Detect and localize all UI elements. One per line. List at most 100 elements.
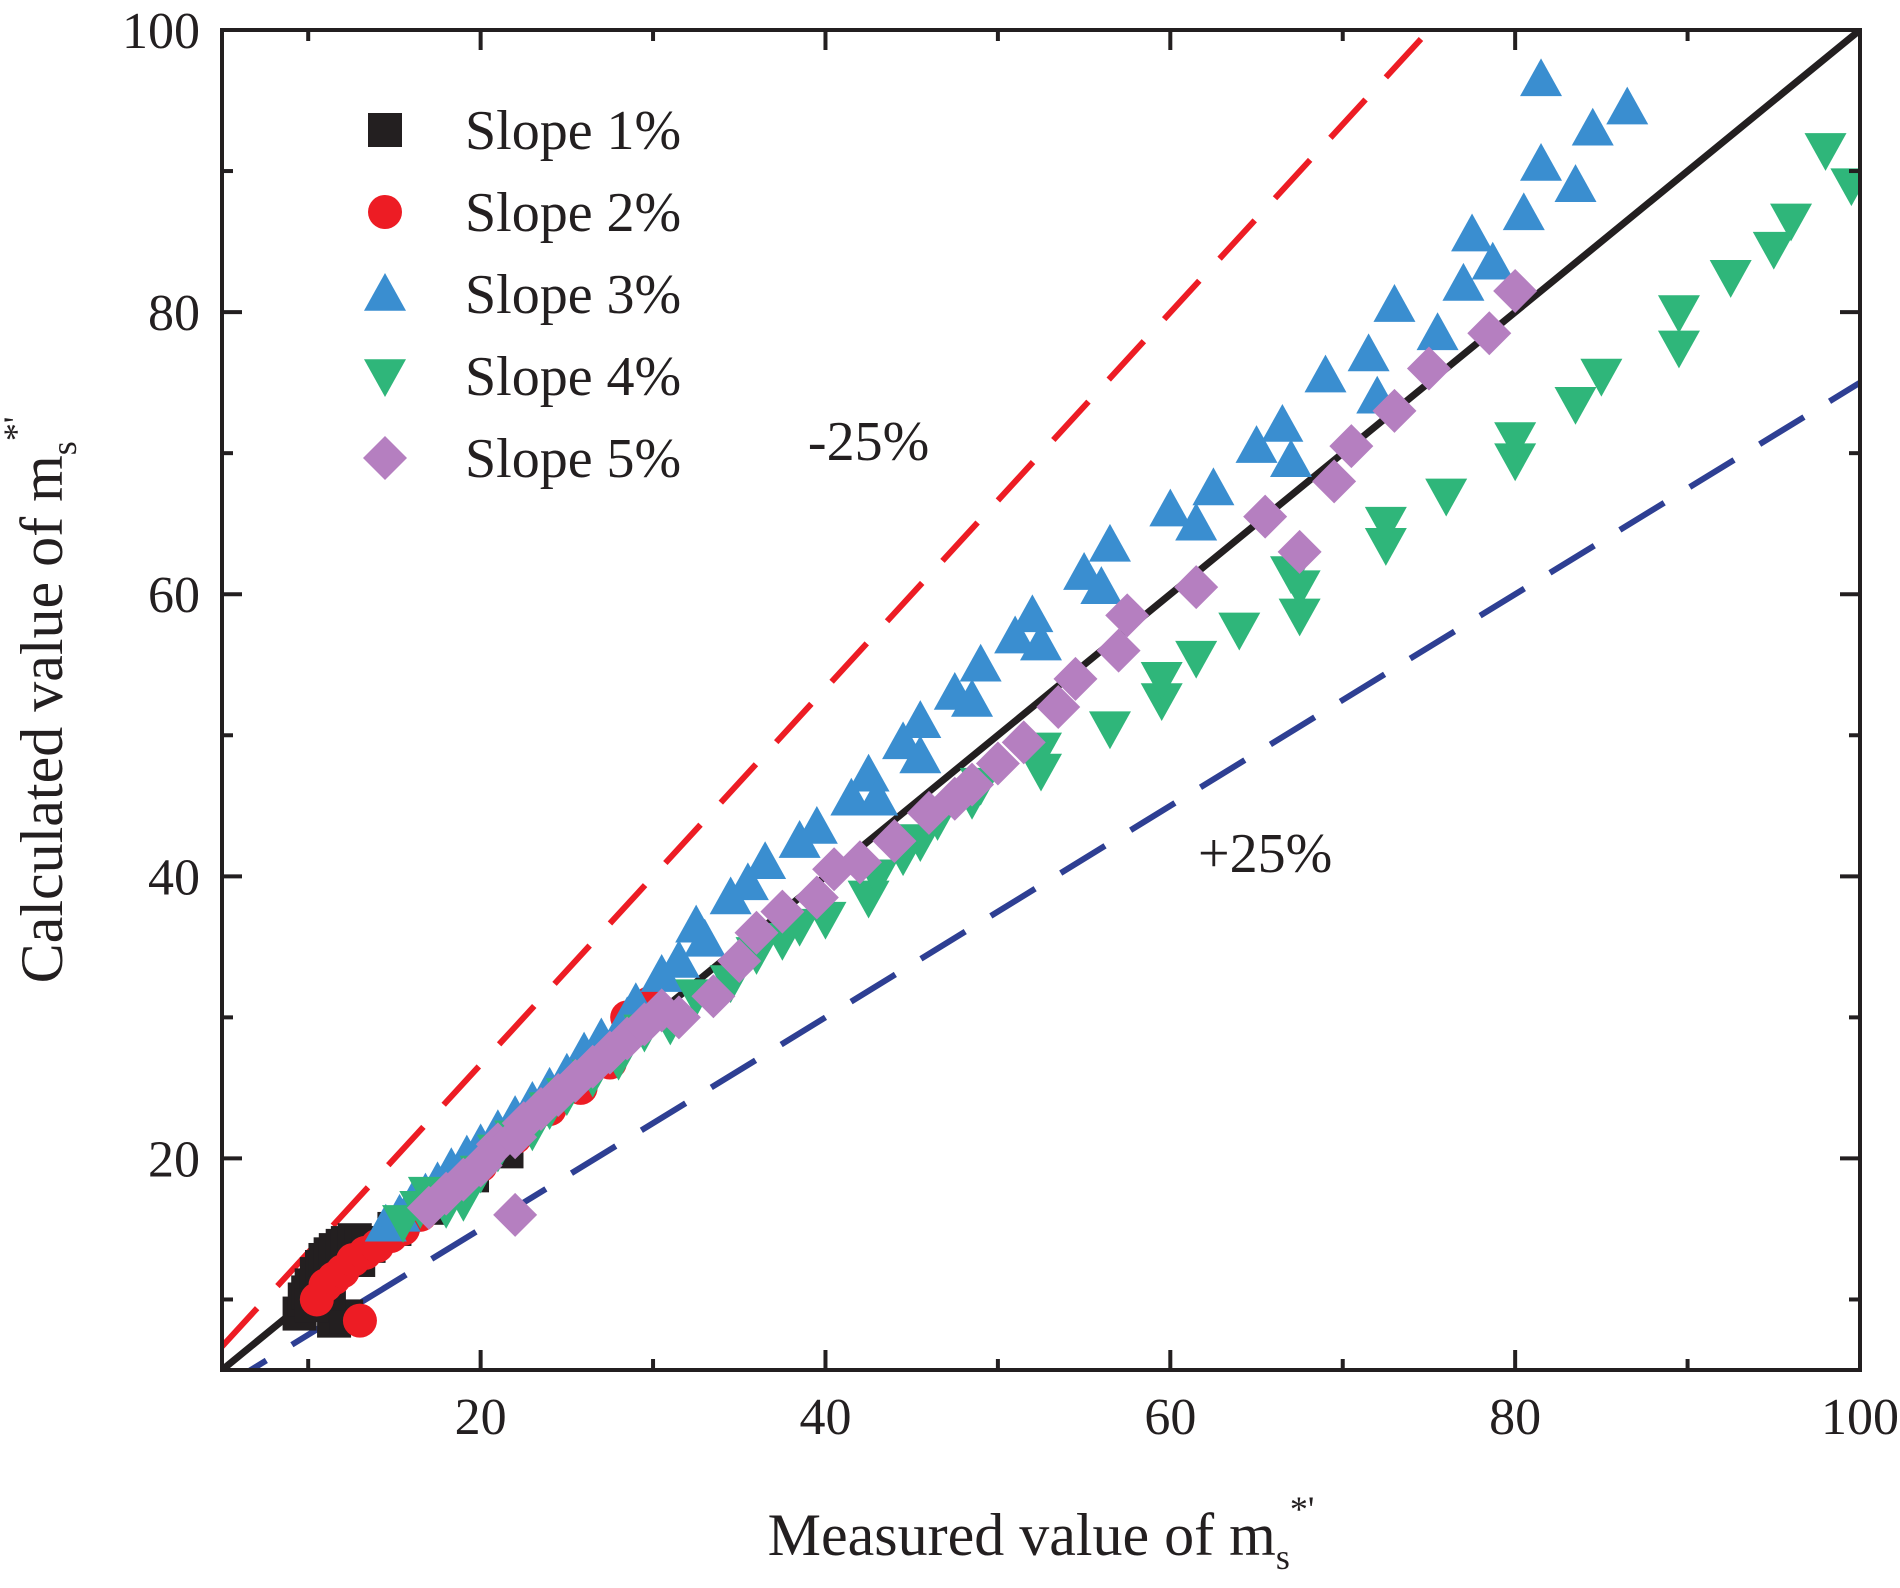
data-point [1494, 443, 1537, 482]
data-point [1192, 467, 1235, 506]
x-tick-label: 100 [1821, 1389, 1899, 1446]
data-point [1451, 213, 1494, 252]
y-tick-label: 100 [122, 3, 200, 60]
x-tick-label: 40 [799, 1389, 851, 1446]
data-point [1270, 439, 1313, 478]
data-point [1494, 422, 1537, 461]
data-point [1261, 403, 1304, 442]
data-point [1606, 86, 1649, 125]
data-point [1571, 107, 1614, 146]
data-point [1175, 502, 1218, 541]
plot-frame [220, 28, 1862, 1372]
reference-line-plus-25 [245, 380, 1860, 1370]
legend-label: Slope 1% [465, 100, 681, 162]
data-point [734, 910, 779, 955]
data-point [1278, 598, 1321, 637]
data-point [794, 875, 839, 920]
data-point [1770, 203, 1813, 242]
data-point [1554, 164, 1597, 202]
data-point [1312, 459, 1357, 504]
data-point [717, 938, 762, 983]
data-point [1580, 358, 1623, 397]
data-point [1020, 622, 1062, 661]
data-point [744, 841, 787, 880]
data-point [837, 840, 882, 885]
data-point [1001, 720, 1046, 765]
data-point [1406, 346, 1451, 391]
data-point [657, 939, 700, 978]
data-point [656, 995, 701, 1040]
data-point [1804, 133, 1847, 171]
series-slope-5 [406, 268, 1538, 1237]
data-point [726, 862, 769, 901]
annotation-label: +25% [1198, 823, 1332, 885]
data-point [1709, 260, 1752, 298]
data-point [795, 805, 838, 844]
data-point [1096, 628, 1141, 673]
data-point [1442, 262, 1485, 301]
data-point [1467, 311, 1512, 356]
data-point [872, 819, 917, 864]
data-point [1140, 683, 1183, 721]
y-tick-label: 60 [148, 567, 200, 624]
data-point [1373, 284, 1416, 322]
legend-marker [364, 359, 406, 397]
data-point [1174, 565, 1219, 610]
data-point [856, 777, 899, 816]
data-point [1235, 425, 1278, 463]
data-point [1554, 386, 1597, 425]
data-point [899, 735, 942, 774]
data-point [1425, 478, 1468, 517]
x-tick-label: 80 [1489, 1389, 1541, 1446]
x-tick-label: 60 [1144, 1389, 1196, 1446]
data-point [1277, 529, 1322, 574]
data-point [1502, 192, 1545, 231]
data-point [1364, 506, 1407, 545]
data-point [760, 889, 805, 934]
data-point [1088, 523, 1131, 562]
data-point [1036, 685, 1081, 730]
legend-marker [363, 436, 407, 480]
y-tick-label: 80 [148, 285, 200, 342]
data-point [1080, 566, 1123, 604]
legend-label: Slope 3% [465, 264, 681, 326]
data-point [975, 741, 1020, 786]
data-point [899, 700, 942, 738]
data-point [1347, 333, 1390, 372]
legend: Slope 1% Slope 2% Slope 3% Slope 4% Slope 5% [363, 100, 681, 490]
data-point [691, 974, 736, 1019]
legend-label: Slope 4% [465, 346, 681, 408]
data-point [1053, 656, 1098, 701]
data-point [1520, 58, 1563, 97]
data-point [1329, 424, 1374, 469]
y-tick-label: 40 [148, 849, 200, 906]
x-axis-title: Measured value of ms*' [768, 1489, 1315, 1577]
data-point [1752, 231, 1795, 270]
data-point [1471, 241, 1514, 280]
data-point [1020, 753, 1062, 792]
data-point [1830, 168, 1860, 207]
data-point [1304, 354, 1347, 393]
y-tick-label: 20 [148, 1131, 200, 1188]
data-point [951, 679, 994, 717]
data-point [1011, 594, 1054, 633]
data-point [1243, 494, 1288, 539]
data-point [1520, 143, 1563, 181]
data-point [959, 643, 1002, 682]
data-point [1372, 388, 1417, 433]
data-point [899, 824, 942, 863]
annotation-label: -25% [808, 411, 929, 473]
data-point [1088, 711, 1131, 750]
y-axis-title: Calculated value of ms*' [0, 417, 84, 984]
legend-marker [368, 195, 402, 229]
legend-marker [364, 273, 406, 311]
data-point [342, 1303, 377, 1338]
legend-marker [368, 113, 402, 147]
data-point [1416, 312, 1459, 351]
data-point [493, 1192, 538, 1237]
x-tick-label: 20 [455, 1389, 507, 1446]
data-point [1218, 612, 1261, 651]
data-point [1149, 488, 1192, 527]
data-point [675, 904, 718, 943]
